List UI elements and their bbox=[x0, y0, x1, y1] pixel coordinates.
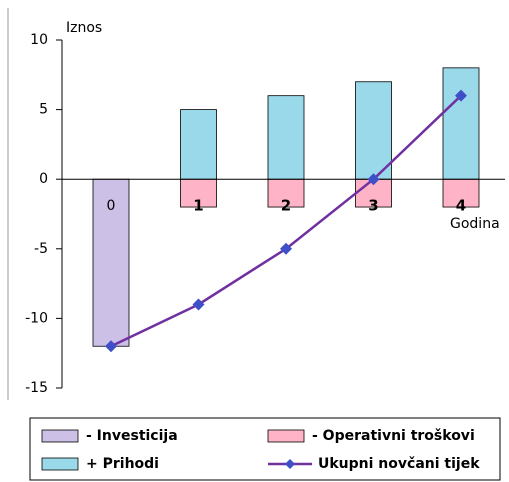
line-marker bbox=[105, 340, 117, 353]
legend-marker bbox=[285, 459, 295, 469]
y-tick-label: -15 bbox=[25, 380, 48, 396]
y-tick-label: 10 bbox=[30, 32, 48, 48]
line-marker bbox=[455, 89, 467, 102]
legend-label: - Investicija bbox=[86, 428, 178, 444]
legend-swatch bbox=[41, 457, 79, 471]
bar bbox=[267, 95, 305, 180]
legend-label: Ukupni novčani tijek bbox=[318, 456, 480, 472]
bar bbox=[355, 81, 392, 180]
x-axis-label: Godina bbox=[450, 216, 500, 232]
line-marker bbox=[367, 173, 380, 186]
line-marker bbox=[280, 242, 292, 255]
legend-label: - Operativni troškovi bbox=[312, 428, 475, 444]
x-tick-label: 1 bbox=[193, 197, 203, 215]
x-tick-label: 2 bbox=[281, 197, 291, 215]
legend-swatch bbox=[41, 429, 79, 443]
bar bbox=[180, 109, 217, 180]
legend-swatch bbox=[267, 429, 305, 443]
y-tick-label: -5 bbox=[34, 241, 48, 257]
x-tick-label: 4 bbox=[456, 197, 466, 215]
y-axis-label: Iznos bbox=[66, 20, 102, 36]
x-tick-label: 3 bbox=[368, 197, 378, 215]
y-tick-label: 0 bbox=[39, 171, 48, 187]
bar bbox=[442, 67, 480, 180]
y-tick-label: -10 bbox=[25, 310, 48, 326]
x-tick-label: 0 bbox=[107, 198, 116, 214]
y-tick-label: 5 bbox=[39, 102, 48, 118]
legend-box bbox=[29, 417, 501, 481]
legend-label: + Prihodi bbox=[86, 456, 159, 472]
line-marker bbox=[192, 298, 205, 311]
